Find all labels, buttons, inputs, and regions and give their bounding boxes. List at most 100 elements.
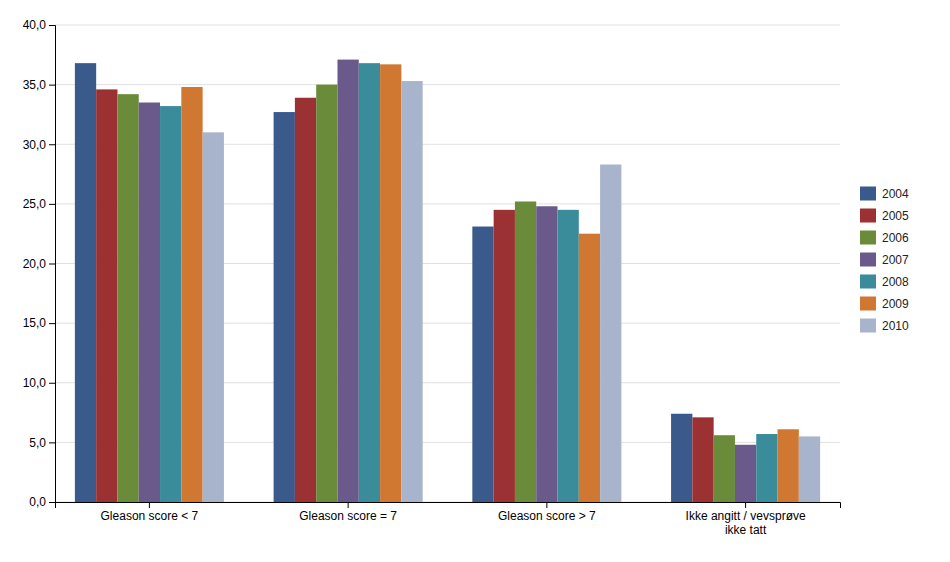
tick-label: 0,0 (29, 495, 46, 509)
bar (274, 112, 295, 502)
tick-mark (49, 323, 55, 324)
bar (692, 417, 713, 502)
tick-label: Gleason score < 7 (101, 509, 199, 523)
bar-series (117, 85, 734, 502)
tick-mark (745, 502, 746, 508)
axis-line (49, 26, 56, 503)
bar (515, 201, 536, 502)
bar (799, 436, 820, 502)
tick-label: 30,0 (23, 138, 47, 152)
legend-item: 2005 (860, 209, 909, 223)
legend-label: 2008 (882, 275, 909, 289)
plot: 0,0 5,0 10,0 15,0 20,0 25,0 30,0 35,0 40,0 Gleaso… (23, 18, 841, 537)
tick: Gleason score < 7 (101, 502, 199, 523)
grid-line (55, 84, 840, 85)
tick: 20,0 (23, 257, 55, 271)
bar-series (160, 63, 777, 502)
bar (536, 206, 557, 502)
bar (295, 98, 316, 502)
bar (778, 429, 799, 502)
bar (117, 94, 138, 502)
axis-line (56, 503, 841, 509)
bar (558, 210, 579, 502)
bar (75, 63, 96, 502)
y-axis: 0,0 5,0 10,0 15,0 20,0 25,0 30,0 35,0 40,0 (23, 18, 56, 509)
legend-item: 2007 (860, 253, 909, 267)
tick: 10,0 (23, 376, 55, 390)
tick-label: 25,0 (23, 197, 47, 211)
tick-mark (149, 502, 150, 508)
legend-swatch (860, 297, 876, 311)
tick-label: 40,0 (23, 18, 47, 32)
legend-item: 2006 (860, 231, 909, 245)
legend: 2004 2005 2006 2007 2008 2009 2010 (860, 187, 909, 333)
tick-mark (49, 383, 55, 384)
tick-label: Ikke angitt / vevsprøveikke tatt (686, 509, 806, 537)
legend-swatch (860, 319, 876, 333)
legend-swatch (860, 231, 876, 245)
bar (735, 445, 756, 502)
legend-item: 2010 (860, 319, 909, 333)
legend-label: 2010 (882, 319, 909, 333)
legend-swatch (860, 253, 876, 267)
tick-mark (49, 144, 55, 145)
tick-mark (49, 204, 55, 205)
bar (316, 85, 337, 502)
tick: 0,0 (29, 495, 55, 509)
tick-label: 10,0 (23, 376, 47, 390)
tick-mark (49, 264, 55, 265)
bar (359, 63, 380, 502)
bar-series (75, 63, 692, 502)
tick-label: Gleason score > 7 (498, 509, 596, 523)
tick: 15,0 (23, 316, 55, 330)
bar-series (139, 60, 756, 502)
tick-mark (49, 502, 55, 503)
tick: 30,0 (23, 138, 55, 152)
legend-swatch (860, 209, 876, 223)
legend-label: 2004 (882, 187, 909, 201)
bar (203, 132, 224, 502)
x-axis: Gleason score < 7 Gleason score = 7 Gleaso… (56, 502, 841, 537)
bar-series (181, 64, 798, 502)
tick: 35,0 (23, 78, 55, 92)
tick-mark (49, 85, 55, 86)
tick: Ikke angitt / vevsprøveikke tatt (686, 502, 806, 537)
bar (337, 60, 358, 502)
tick-label: Gleason score = 7 (299, 509, 397, 523)
bar (671, 414, 692, 502)
tick-label: 20,0 (23, 257, 47, 271)
tick: 5,0 (29, 436, 55, 450)
grid (55, 25, 840, 502)
tick-label: 5,0 (29, 436, 46, 450)
legend-label: 2005 (882, 209, 909, 223)
grid-line (55, 25, 840, 26)
bar (714, 435, 735, 502)
tick-label: 35,0 (23, 78, 47, 92)
tick: Gleason score = 7 (299, 502, 397, 523)
legend-label: 2007 (882, 253, 909, 267)
tick-mark (348, 502, 349, 508)
tick-mark (49, 25, 55, 26)
bar (579, 234, 600, 502)
tick: 40,0 (23, 18, 55, 32)
chart: 0,0 5,0 10,0 15,0 20,0 25,0 30,0 35,0 40,0 Gleaso… (0, 0, 950, 562)
bar (380, 64, 401, 502)
tick: 25,0 (23, 197, 55, 211)
legend-item: 2009 (860, 297, 909, 311)
bar (160, 106, 181, 502)
bar (401, 81, 422, 502)
bar-series (203, 81, 820, 502)
bars (75, 60, 820, 502)
legend-item: 2004 (860, 187, 909, 201)
bar (756, 434, 777, 502)
legend-label: 2006 (882, 231, 909, 245)
bar (181, 87, 202, 502)
bar (600, 165, 621, 502)
bar (472, 227, 493, 502)
legend-swatch (860, 275, 876, 289)
tick: Gleason score > 7 (498, 502, 596, 523)
legend-swatch (860, 187, 876, 201)
bar (139, 103, 160, 502)
bar (96, 89, 117, 502)
tick-mark (49, 442, 55, 443)
